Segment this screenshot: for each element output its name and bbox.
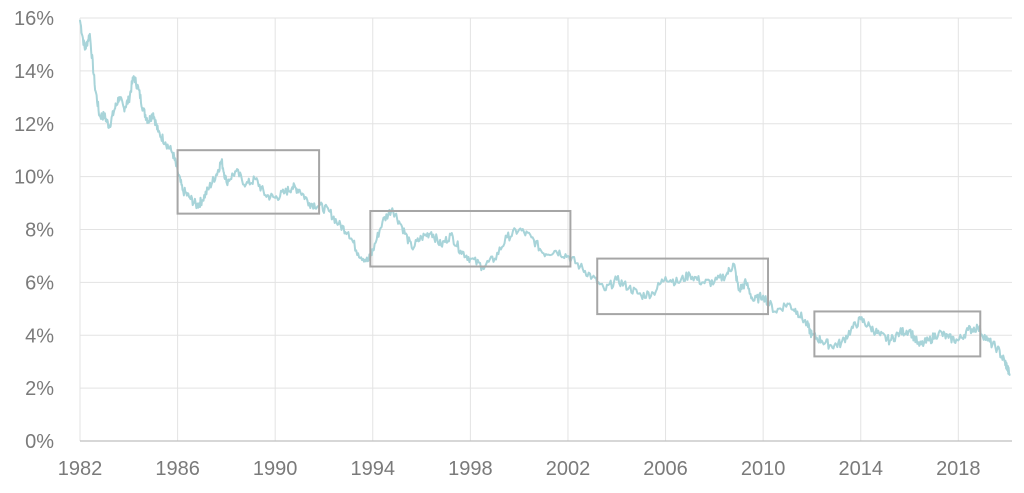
y-tick-label: 14% xyxy=(14,61,54,83)
x-tick-label: 2002 xyxy=(546,458,591,480)
range-highlight-box xyxy=(813,310,982,358)
y-tick-label: 2% xyxy=(25,378,54,400)
x-tick-label: 2018 xyxy=(936,458,981,480)
y-tick-label: 8% xyxy=(25,220,54,242)
y-axis-tick-labels: 0% 2% 4% 6% 8% 10% 12% 14% 16% xyxy=(14,8,54,453)
x-axis-tick-labels: 1982 1986 1990 1994 1998 2002 2006 2010 2014 2018 xyxy=(58,458,981,480)
x-tick-label: 1998 xyxy=(448,458,493,480)
x-tick-label: 2010 xyxy=(741,458,786,480)
x-tick-label: 1982 xyxy=(58,458,103,480)
y-tick-label: 6% xyxy=(25,272,54,294)
y-tick-label: 16% xyxy=(14,8,54,30)
x-tick-label: 1994 xyxy=(351,458,396,480)
range-highlight-box xyxy=(369,209,572,268)
x-tick-label: 1986 xyxy=(155,458,200,480)
x-tick-label: 2014 xyxy=(838,458,883,480)
y-tick-label: 4% xyxy=(25,325,54,347)
gridlines xyxy=(79,17,1012,442)
rate-series-line xyxy=(79,19,1011,376)
range-highlight-box xyxy=(176,149,321,215)
y-tick-label: 12% xyxy=(14,114,54,136)
x-tick-label: 1990 xyxy=(253,458,298,480)
y-tick-label: 0% xyxy=(25,431,54,453)
highlight-boxes xyxy=(176,149,982,358)
x-tick-label: 2006 xyxy=(643,458,688,480)
y-tick-label: 10% xyxy=(14,167,54,189)
range-highlight-box xyxy=(596,257,770,316)
series-layer xyxy=(79,19,1011,376)
